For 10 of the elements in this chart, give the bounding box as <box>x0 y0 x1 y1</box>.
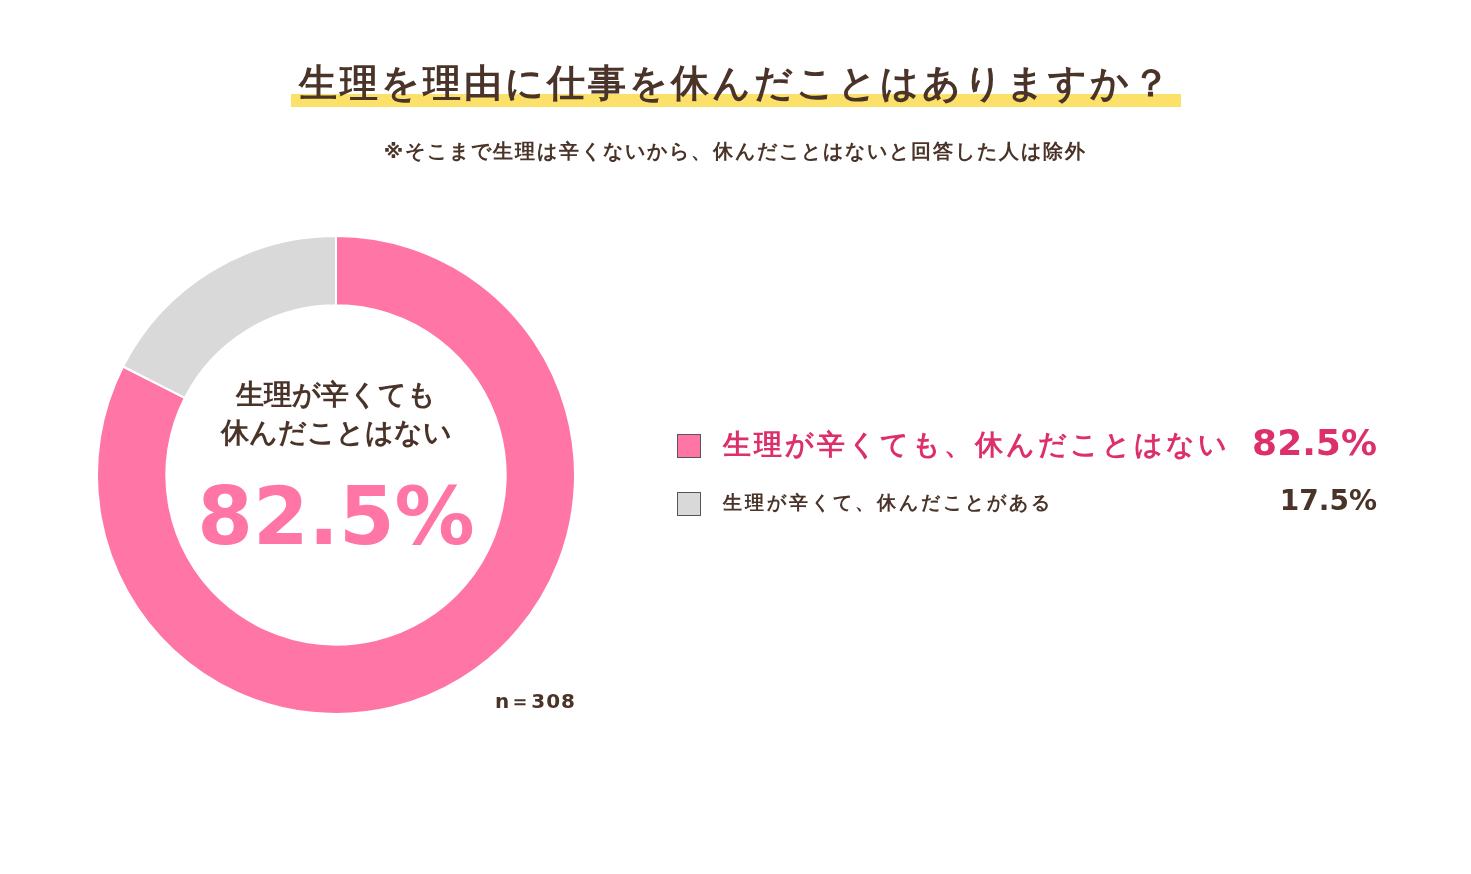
text: n＝308 <box>495 688 576 715</box>
legend-label: 生理が辛くて、休んだことがある <box>723 490 1053 515</box>
text: 休んだことはない <box>219 416 452 450</box>
chart-subtitle: ※そこまで生理は辛くないから、休んだことはないと回答した人は除外 <box>382 138 1089 165</box>
chart-title: 生理を理由に仕事を休んだことはありますか？ <box>290 61 1181 107</box>
text: 82.5% <box>1252 422 1377 463</box>
data-label: 17.5% <box>1279 484 1377 517</box>
text: 生理が辛くても <box>235 378 436 412</box>
legend-label: 生理が辛くても、休んだことはない <box>723 427 1230 463</box>
data-label: 82.5% <box>197 469 475 563</box>
